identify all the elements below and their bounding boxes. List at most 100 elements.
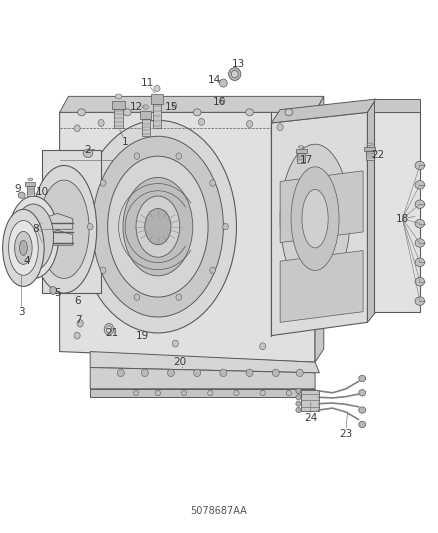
Ellipse shape <box>193 109 201 116</box>
Ellipse shape <box>172 340 178 347</box>
Ellipse shape <box>231 70 238 78</box>
Ellipse shape <box>79 120 237 333</box>
Ellipse shape <box>246 109 254 116</box>
Ellipse shape <box>134 294 140 301</box>
Ellipse shape <box>291 167 339 270</box>
Ellipse shape <box>124 109 131 116</box>
Ellipse shape <box>220 98 225 103</box>
Text: 5: 5 <box>54 288 61 298</box>
Ellipse shape <box>14 231 32 264</box>
Ellipse shape <box>78 109 85 116</box>
Ellipse shape <box>39 180 89 278</box>
Polygon shape <box>90 389 315 397</box>
Ellipse shape <box>415 220 425 228</box>
Ellipse shape <box>260 343 266 350</box>
Polygon shape <box>60 112 315 362</box>
Polygon shape <box>112 101 125 109</box>
Ellipse shape <box>194 369 201 376</box>
Ellipse shape <box>87 223 93 230</box>
Polygon shape <box>374 112 420 312</box>
Ellipse shape <box>106 326 112 333</box>
Ellipse shape <box>285 109 293 116</box>
Polygon shape <box>366 151 374 160</box>
Ellipse shape <box>108 156 208 297</box>
Ellipse shape <box>302 189 328 248</box>
Text: 8: 8 <box>32 224 39 235</box>
Ellipse shape <box>296 394 301 400</box>
Polygon shape <box>140 111 151 119</box>
Ellipse shape <box>19 240 27 255</box>
Polygon shape <box>152 104 161 128</box>
Ellipse shape <box>415 258 425 266</box>
Ellipse shape <box>210 180 215 186</box>
Text: 15: 15 <box>164 102 177 112</box>
Polygon shape <box>272 112 367 336</box>
Ellipse shape <box>415 200 425 208</box>
Ellipse shape <box>176 153 182 159</box>
Ellipse shape <box>234 390 239 395</box>
Ellipse shape <box>272 369 279 376</box>
Ellipse shape <box>117 369 124 376</box>
Ellipse shape <box>359 421 366 427</box>
Ellipse shape <box>172 103 177 108</box>
Ellipse shape <box>77 320 83 327</box>
Ellipse shape <box>143 105 148 109</box>
Polygon shape <box>27 186 34 196</box>
Ellipse shape <box>155 390 160 395</box>
Ellipse shape <box>359 375 366 382</box>
Ellipse shape <box>176 294 182 301</box>
Polygon shape <box>114 109 124 128</box>
Text: 6: 6 <box>74 296 81 306</box>
Ellipse shape <box>115 94 122 99</box>
Text: 21: 21 <box>106 328 119 338</box>
Ellipse shape <box>28 178 33 181</box>
Ellipse shape <box>277 124 283 131</box>
Text: 3: 3 <box>18 306 25 317</box>
Text: 5078687AA: 5078687AA <box>191 506 247 516</box>
Ellipse shape <box>223 223 228 230</box>
Ellipse shape <box>415 181 425 189</box>
Text: 1: 1 <box>122 136 128 147</box>
Ellipse shape <box>104 324 114 335</box>
Polygon shape <box>301 390 318 411</box>
Polygon shape <box>60 96 324 112</box>
Ellipse shape <box>100 180 106 186</box>
Text: 13: 13 <box>232 60 245 69</box>
Text: 17: 17 <box>300 155 313 165</box>
Polygon shape <box>280 171 363 243</box>
Ellipse shape <box>98 119 104 126</box>
Ellipse shape <box>3 209 44 286</box>
Ellipse shape <box>9 221 38 275</box>
Ellipse shape <box>415 278 425 286</box>
Polygon shape <box>25 182 35 186</box>
Polygon shape <box>374 99 420 112</box>
Polygon shape <box>90 352 319 373</box>
Ellipse shape <box>198 118 205 125</box>
Ellipse shape <box>145 208 171 245</box>
Ellipse shape <box>208 390 213 395</box>
Polygon shape <box>151 94 163 104</box>
Ellipse shape <box>296 401 301 406</box>
Ellipse shape <box>210 267 215 273</box>
Ellipse shape <box>31 165 97 293</box>
Text: 12: 12 <box>129 102 143 112</box>
Polygon shape <box>272 99 376 123</box>
Text: 2: 2 <box>85 144 92 155</box>
Polygon shape <box>90 368 315 389</box>
Text: 14: 14 <box>208 76 221 85</box>
Polygon shape <box>364 147 375 151</box>
Polygon shape <box>42 230 73 245</box>
Ellipse shape <box>367 143 372 146</box>
Ellipse shape <box>100 267 106 273</box>
Ellipse shape <box>246 369 253 376</box>
Ellipse shape <box>181 390 187 395</box>
Ellipse shape <box>134 390 139 395</box>
Ellipse shape <box>415 161 425 169</box>
Polygon shape <box>296 149 307 154</box>
Ellipse shape <box>296 388 301 393</box>
Text: 9: 9 <box>14 184 21 195</box>
Ellipse shape <box>8 196 59 278</box>
Ellipse shape <box>74 125 80 132</box>
Ellipse shape <box>415 297 425 305</box>
Text: 16: 16 <box>212 96 226 107</box>
